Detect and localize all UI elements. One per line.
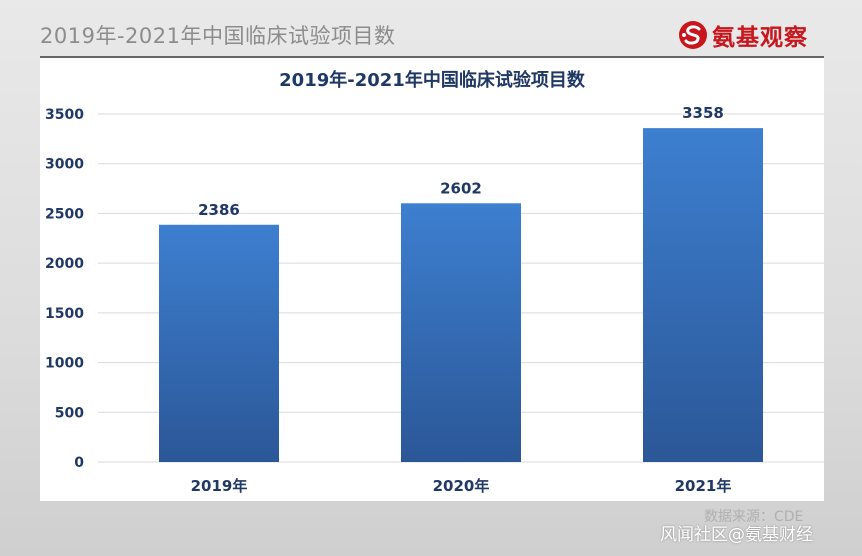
brand-logo-icon [679, 21, 707, 49]
header-divider [40, 56, 824, 58]
data-source: 数据来源：CDE [704, 509, 804, 525]
bar-3 [643, 128, 763, 462]
y-tick-label: 1000 [45, 356, 84, 372]
value-label: 2386 [198, 201, 240, 219]
bar-2 [401, 203, 521, 462]
chart-panel: 2019年-2021年中国临床试验项目数 0 500 1000 1500 2000 250… [40, 58, 824, 501]
page-title: 2019年-2021年中国临床试验项目数 [40, 24, 396, 48]
bar-chart: 2019年-2021年中国临床试验项目数 0 500 1000 1500 2000 250… [45, 69, 824, 495]
value-label: 3358 [682, 104, 724, 122]
value-label: 2602 [440, 179, 482, 197]
y-tick-label: 2500 [45, 206, 84, 222]
y-tick-label: 2000 [45, 256, 84, 272]
brand-name: 氨基观察 [712, 25, 808, 51]
y-tick-label: 3000 [45, 157, 84, 173]
y-tick-label: 3500 [45, 107, 84, 123]
x-category-label: 2021年 [675, 477, 732, 495]
y-tick-label: 0 [74, 455, 84, 471]
y-tick-label: 1500 [45, 306, 84, 322]
y-tick-label: 500 [55, 405, 84, 421]
x-category-label: 2019年 [191, 477, 248, 495]
chart-title: 2019年-2021年中国临床试验项目数 [279, 69, 586, 91]
watermark: 风闻社区@氨基财经 [660, 525, 813, 545]
x-category-label: 2020年 [433, 477, 490, 495]
brand: 氨基观察 [678, 18, 808, 52]
bar-1 [159, 224, 279, 462]
